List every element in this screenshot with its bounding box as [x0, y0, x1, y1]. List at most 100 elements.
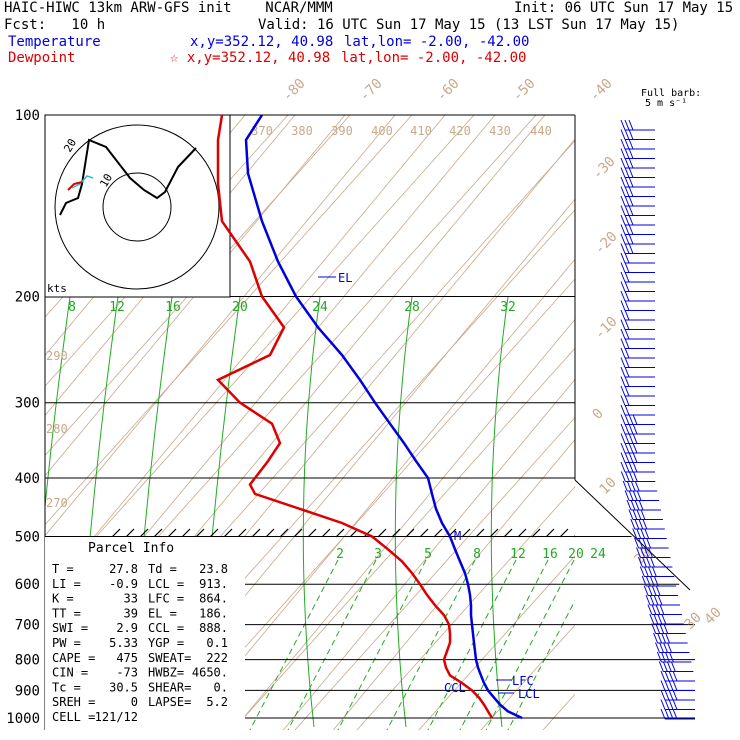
- parcel-param-name: LAPSE=: [148, 695, 191, 709]
- mixing-ratio-line: [287, 559, 377, 730]
- parcel-param-name: YGP =: [148, 636, 184, 650]
- theta-label: 370: [251, 124, 273, 138]
- wind-barb-flag: [620, 309, 626, 321]
- wind-barb-flag: [628, 176, 634, 188]
- wind-barb-flag: [660, 708, 666, 720]
- pressure-label: 100: [15, 108, 40, 124]
- wind-barb-flag: [655, 623, 661, 634]
- wind-barb-flag: [634, 537, 640, 549]
- dry-adiabat-line: [232, 318, 575, 730]
- wind-barb-flag: [632, 509, 638, 520]
- wind-barb-flag: [624, 271, 630, 283]
- wind-barb-flag: [637, 556, 643, 568]
- wind-barb-flag: [624, 167, 630, 178]
- wind-barb-flag: [653, 613, 659, 625]
- wind-barb-flag: [664, 651, 670, 663]
- wind-barb-flag: [642, 518, 648, 530]
- wind-barb-flag: [666, 661, 672, 672]
- wind-barb-flag: [647, 585, 653, 596]
- parcel-param-value: 121/12: [95, 710, 138, 724]
- wind-barb-flag: [620, 290, 626, 302]
- parcel-param-name: LCL =: [148, 577, 184, 591]
- wind-barb-flag: [620, 347, 626, 359]
- wind-barb-flag: [620, 119, 626, 131]
- wind-barb-flag: [630, 480, 636, 492]
- wind-barb-flag: [643, 566, 649, 577]
- hodograph-storm-trace: [71, 175, 94, 189]
- wind-barb-flag: [626, 480, 632, 492]
- wind-barb-flag: [644, 547, 649, 558]
- hatch-mark: [517, 528, 527, 538]
- barb-legend-units: 5 m s⁻¹: [645, 98, 687, 109]
- mixing-ratio-label: 2: [336, 547, 344, 562]
- wind-barb-flag: [628, 214, 634, 226]
- mixing-ratio-label: 16: [542, 547, 558, 562]
- wind-barb-flag: [628, 186, 634, 197]
- wind-barb-flag: [651, 585, 657, 596]
- wind-barb-flag: [665, 632, 671, 644]
- hatch-mark: [111, 528, 121, 538]
- moist-adiabat-line: [490, 296, 509, 728]
- wind-barb-flag: [624, 423, 630, 435]
- parcel-param-name: LFC =: [148, 592, 184, 606]
- wind-barb-flag: [628, 461, 634, 473]
- dry-adiabat-line: [45, 115, 46, 116]
- hatch-mark: [125, 528, 135, 538]
- isotherm-line: [480, 624, 575, 730]
- wind-barb-flag: [661, 613, 667, 625]
- wind-barb-flag: [657, 594, 663, 606]
- pressure-label: 700: [15, 618, 40, 634]
- skew-temp-label-right: 0: [590, 406, 607, 423]
- hodograph-trace: [59, 138, 197, 216]
- barb-legend-title: Full barb:: [641, 88, 701, 99]
- hatch-mark: [335, 528, 345, 538]
- wind-barb-flag: [624, 366, 630, 378]
- isotherm-line: [45, 115, 351, 457]
- wind-barb-flag: [624, 452, 630, 463]
- parcel-param-value: 186.: [199, 606, 228, 620]
- isotherm-line: [418, 555, 575, 730]
- wind-barb-flag: [659, 604, 665, 615]
- wind-barb-flag: [624, 404, 630, 416]
- wind-barb-flag: [632, 433, 638, 444]
- wind-barb-flag: [620, 281, 626, 292]
- wind-barb-flag: [628, 414, 634, 425]
- temperature-coords: x,y=352.12, 40.98: [190, 34, 334, 50]
- wind-barb-flag: [624, 214, 630, 226]
- wind-barb-flag: [657, 613, 663, 625]
- wind-barb-flag: [668, 651, 674, 663]
- wind-barb-flag: [624, 471, 630, 482]
- wind-barb-flag: [668, 680, 674, 691]
- mixing-ratio-line: [427, 559, 517, 730]
- wind-barb-flag: [649, 575, 655, 587]
- hatch-mark: [363, 528, 373, 538]
- wind-barb-flag: [672, 708, 678, 720]
- wind-barb-flag: [659, 623, 665, 634]
- wind-barb-flag: [624, 414, 630, 425]
- skew-temp-label-right: -30: [590, 154, 619, 183]
- wind-barb-flag: [620, 205, 626, 216]
- wind-barb-flag: [628, 138, 634, 150]
- wind-barb-flag: [636, 547, 641, 558]
- theta-label: 430: [489, 124, 511, 138]
- temperature-label: 32: [500, 300, 516, 315]
- wind-barb-flag: [638, 499, 644, 511]
- wind-barb-flag: [672, 699, 678, 710]
- ccl-label: CCL: [444, 681, 466, 695]
- wind-barb-flag: [624, 309, 630, 321]
- hatch-mark: [377, 528, 387, 538]
- parcel-param-value: 0.1: [206, 636, 228, 650]
- moist-adiabat-line: [394, 296, 413, 728]
- wind-barb-flag: [620, 442, 626, 454]
- wind-barb-flag: [620, 414, 626, 425]
- wind-barb-flag: [624, 224, 630, 235]
- wind-barb-flag: [624, 205, 630, 216]
- wind-barb-flag: [648, 547, 653, 558]
- parcel-param-name: SWEAT=: [148, 651, 191, 665]
- wind-barb-flag: [624, 433, 630, 444]
- lfc-label: LFC: [512, 674, 534, 688]
- valid-time: Valid: 16 UTC Sun 17 May 15 (13 LST Sun …: [258, 17, 680, 33]
- hatch-mark: [153, 528, 163, 538]
- wind-barb-flag: [628, 129, 634, 140]
- wind-barb-flag: [660, 680, 666, 691]
